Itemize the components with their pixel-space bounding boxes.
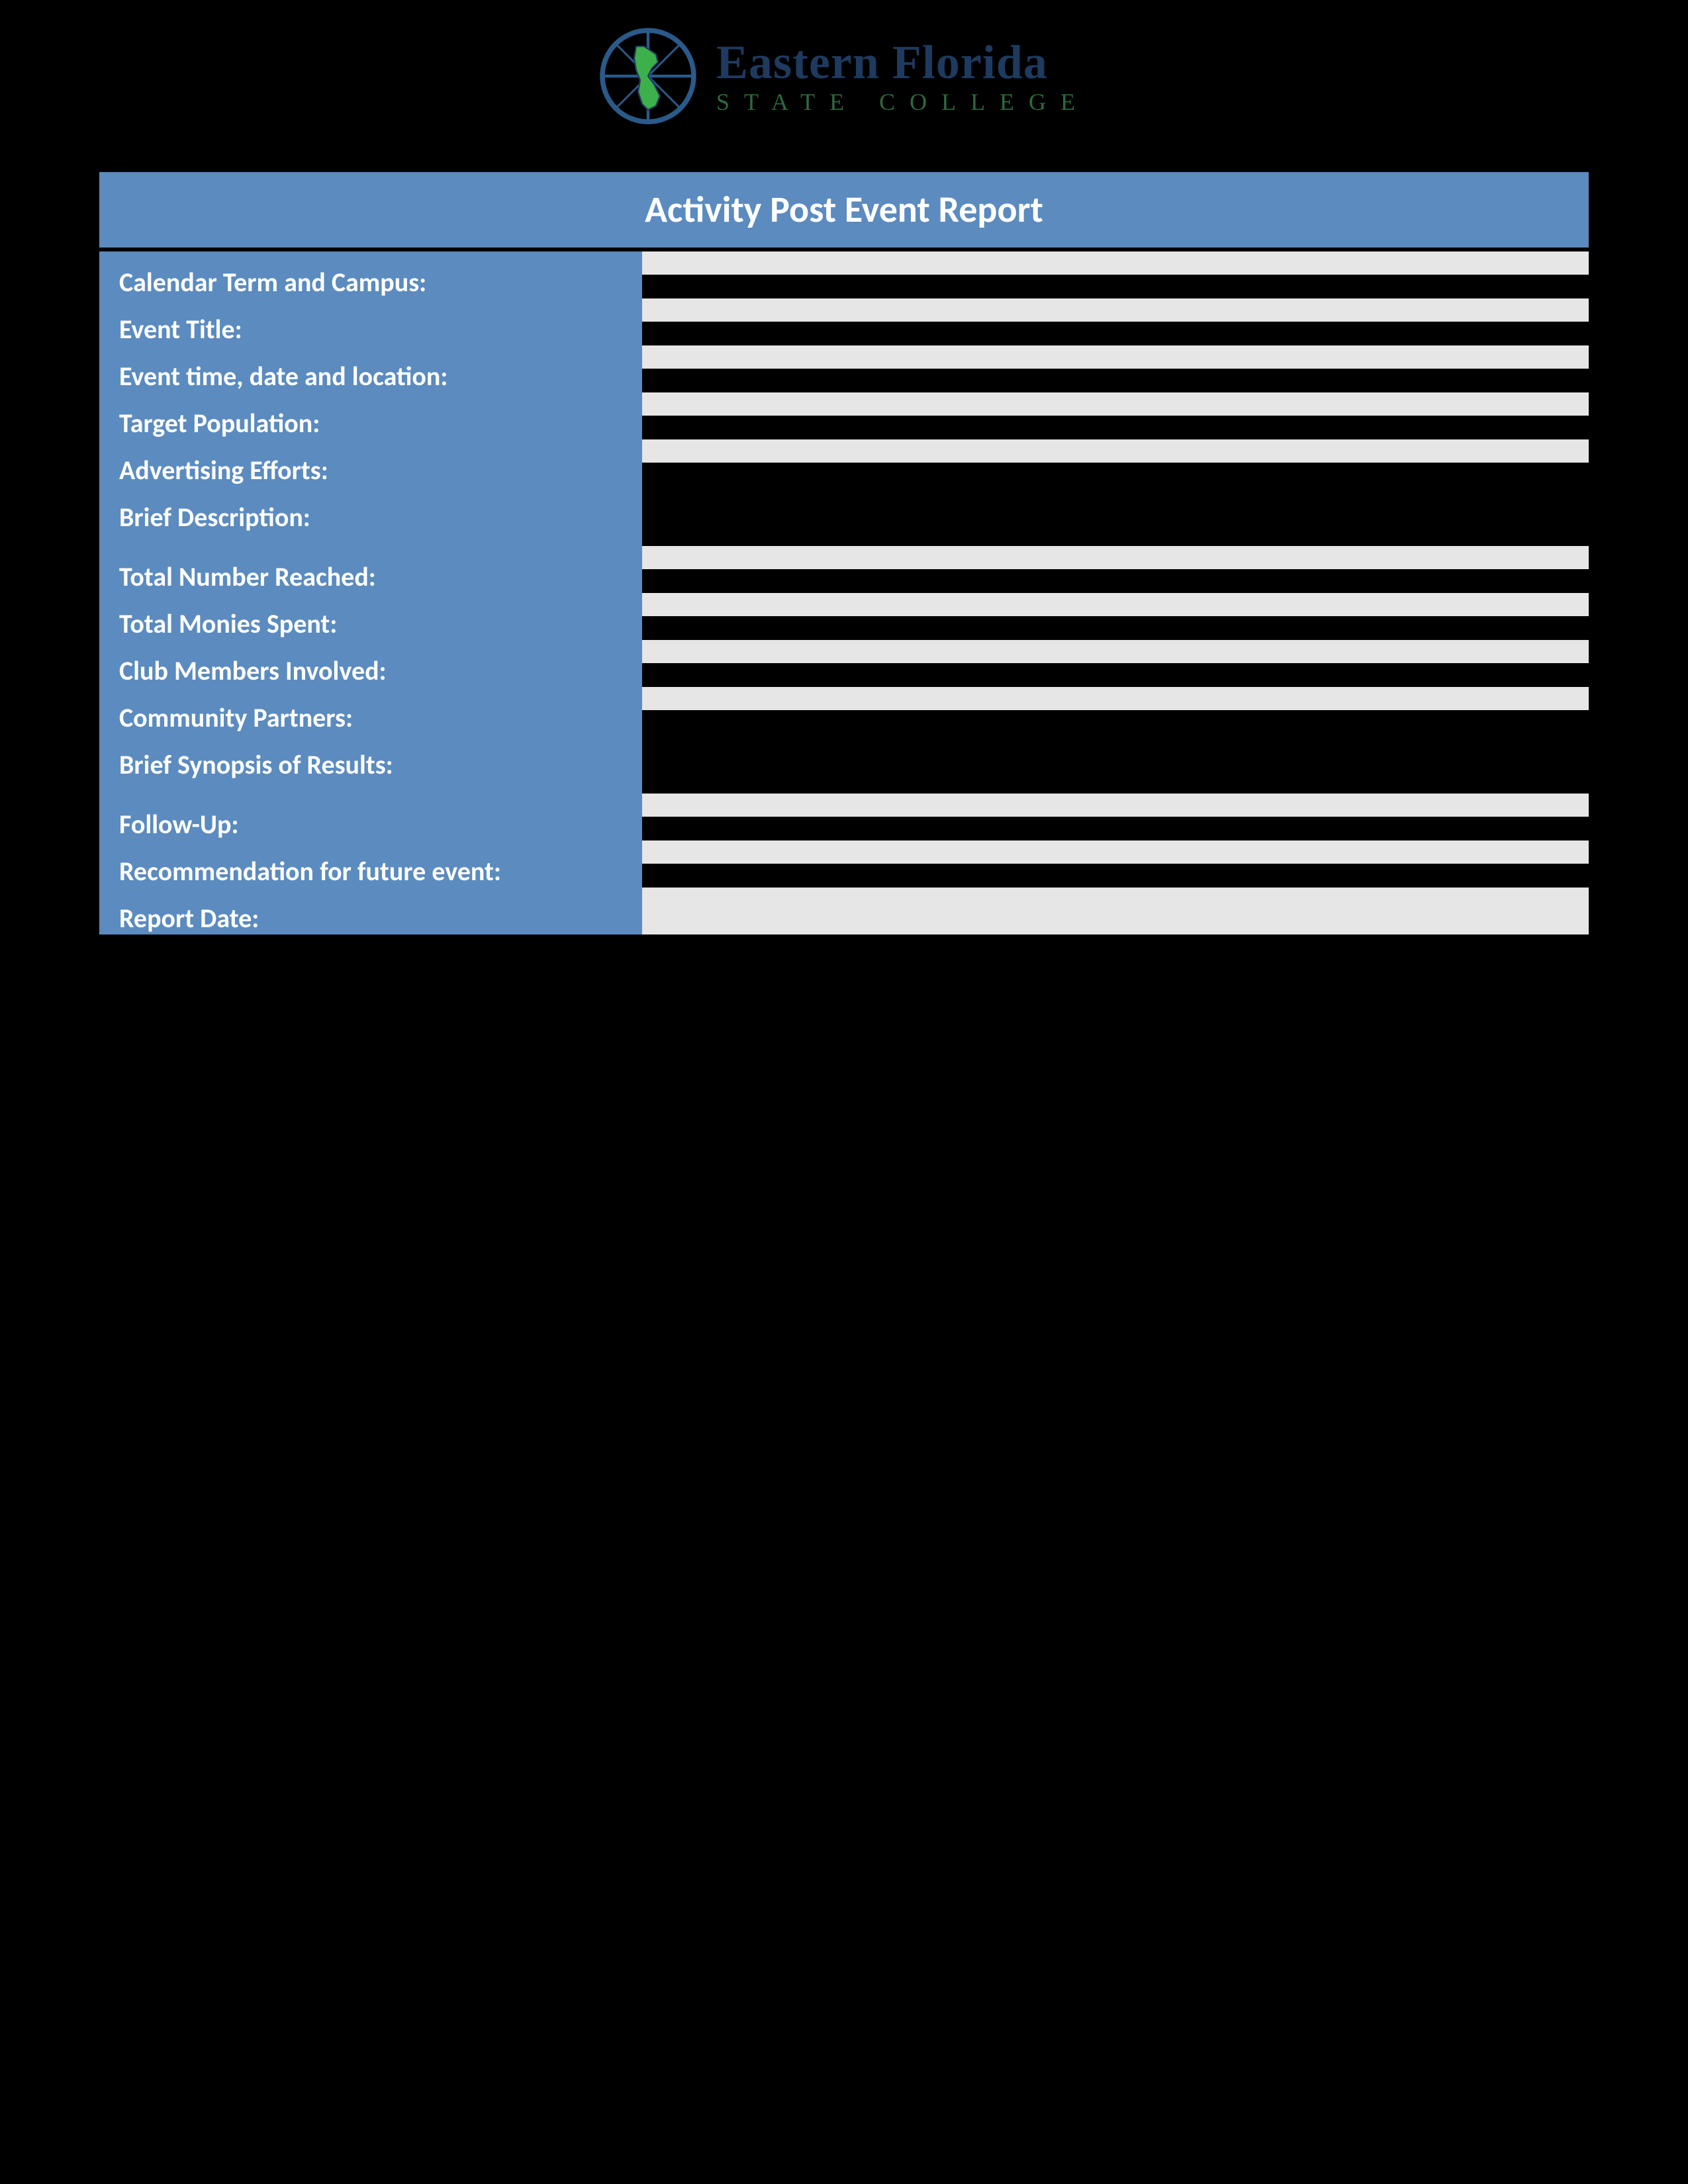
- field-col-report_date: [642, 887, 1589, 934]
- row-gap: [642, 864, 1589, 887]
- field-col-event_title: [642, 298, 1589, 345]
- form-row-brief_synopsis: Brief Synopsis of Results:: [99, 734, 1589, 794]
- form-row-event_title: Event Title:: [99, 298, 1589, 345]
- field-col-advertising_efforts: [642, 439, 1589, 486]
- field-col-target_population: [642, 392, 1589, 439]
- input-event_title[interactable]: [642, 298, 1589, 322]
- label-event_time_date_loc: Event time, date and location:: [99, 345, 642, 392]
- input-total_monies_spent[interactable]: [642, 593, 1589, 616]
- row-gap: [642, 734, 1589, 794]
- label-report_date: Report Date:: [99, 887, 642, 934]
- form-row-club_members_involved: Club Members Involved:: [99, 640, 1589, 687]
- form-row-calendar_term_campus: Calendar Term and Campus:: [99, 251, 1589, 298]
- row-gap: [642, 710, 1589, 734]
- field-col-brief_synopsis: [642, 734, 1589, 794]
- form-row-report_date: Report Date:: [99, 887, 1589, 934]
- input-target_population[interactable]: [642, 392, 1589, 416]
- form-row-follow_up: Follow-Up:: [99, 794, 1589, 841]
- row-gap: [642, 463, 1589, 486]
- row-gap: [642, 416, 1589, 439]
- logo: Eastern Florida STATE COLLEGE: [598, 26, 1090, 126]
- input-total_number_reached[interactable]: [642, 546, 1589, 569]
- label-calendar_term_campus: Calendar Term and Campus:: [99, 251, 642, 298]
- row-gap: [642, 663, 1589, 687]
- label-event_title: Event Title:: [99, 298, 642, 345]
- field-col-club_members_involved: [642, 640, 1589, 687]
- input-follow_up[interactable]: [642, 794, 1589, 817]
- form-row-total_number_reached: Total Number Reached:: [99, 546, 1589, 593]
- field-col-event_time_date_loc: [642, 345, 1589, 392]
- logo-line1: Eastern Florida: [716, 38, 1090, 86]
- row-gap: [642, 275, 1589, 298]
- label-follow_up: Follow-Up:: [99, 794, 642, 841]
- input-event_time_date_loc[interactable]: [642, 345, 1589, 369]
- label-total_monies_spent: Total Monies Spent:: [99, 593, 642, 640]
- label-club_members_involved: Club Members Involved:: [99, 640, 642, 687]
- label-brief_synopsis: Brief Synopsis of Results:: [99, 734, 642, 794]
- form-row-target_population: Target Population:: [99, 392, 1589, 439]
- label-community_partners: Community Partners:: [99, 687, 642, 734]
- input-report_date[interactable]: [642, 887, 1589, 934]
- row-gap: [642, 486, 1589, 546]
- row-gap: [642, 817, 1589, 841]
- logo-text: Eastern Florida STATE COLLEGE: [716, 38, 1090, 114]
- logo-icon: [598, 26, 698, 126]
- field-col-community_partners: [642, 687, 1589, 734]
- field-col-brief_description: [642, 486, 1589, 546]
- form-rows: Calendar Term and Campus:Event Title:Eve…: [99, 251, 1589, 934]
- input-recommendation[interactable]: [642, 841, 1589, 864]
- input-advertising_efforts[interactable]: [642, 439, 1589, 463]
- logo-line2: STATE COLLEGE: [716, 90, 1090, 114]
- field-col-calendar_term_campus: [642, 251, 1589, 298]
- form-row-total_monies_spent: Total Monies Spent:: [99, 593, 1589, 640]
- label-brief_description: Brief Description:: [99, 486, 642, 546]
- row-gap: [642, 369, 1589, 392]
- row-gap: [642, 616, 1589, 640]
- form-title-bar: Activity Post Event Report: [99, 172, 1589, 251]
- input-community_partners[interactable]: [642, 687, 1589, 710]
- label-advertising_efforts: Advertising Efforts:: [99, 439, 642, 486]
- field-col-total_monies_spent: [642, 593, 1589, 640]
- form-row-advertising_efforts: Advertising Efforts:: [99, 439, 1589, 486]
- row-gap: [642, 569, 1589, 593]
- form-row-brief_description: Brief Description:: [99, 486, 1589, 546]
- form-row-community_partners: Community Partners:: [99, 687, 1589, 734]
- report-form: Activity Post Event Report Calendar Term…: [99, 172, 1589, 934]
- label-target_population: Target Population:: [99, 392, 642, 439]
- form-title: Activity Post Event Report: [645, 187, 1043, 232]
- field-col-total_number_reached: [642, 546, 1589, 593]
- input-club_members_involved[interactable]: [642, 640, 1589, 663]
- field-col-follow_up: [642, 794, 1589, 841]
- logo-header: Eastern Florida STATE COLLEGE: [0, 26, 1688, 126]
- form-row-recommendation: Recommendation for future event:: [99, 841, 1589, 887]
- input-calendar_term_campus[interactable]: [642, 251, 1589, 275]
- form-row-event_time_date_loc: Event time, date and location:: [99, 345, 1589, 392]
- label-recommendation: Recommendation for future event:: [99, 841, 642, 887]
- row-gap: [642, 322, 1589, 345]
- field-col-recommendation: [642, 841, 1589, 887]
- label-total_number_reached: Total Number Reached:: [99, 546, 642, 593]
